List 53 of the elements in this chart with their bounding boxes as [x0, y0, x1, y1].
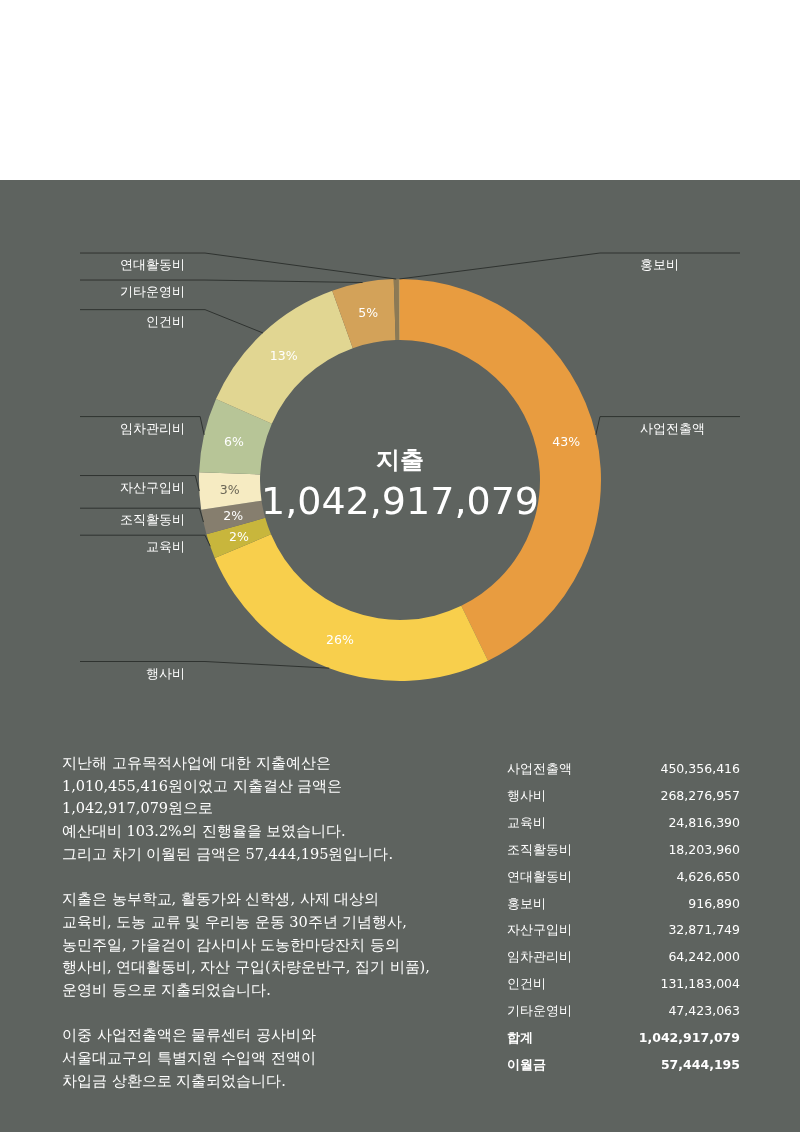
text: 131,183,004 — [660, 976, 740, 992]
donut-slice — [214, 534, 489, 681]
donut-slice — [199, 399, 272, 475]
category-label: 자산구입비 — [507, 922, 572, 938]
data-label: 5% — [358, 304, 379, 320]
text: 지출은 농부학교, 활동가와 신학생, 사제 대상의 교육비, 도농 교류 및 우리농 운동 30주년 기념행사, 농민주일, 가을걷이 감사미사 도농한마당잔치 등의 행사비, 연대활동비, 자산 구입(차량운반구, 집기 비품), 운영비 등으로 지출되었습니다. — [62, 891, 430, 998]
slice-label: 교육비 — [146, 539, 185, 555]
slice-label: 기타운영비 — [120, 284, 185, 300]
text: 지출 — [376, 446, 424, 474]
text: 32,871,749 — [668, 922, 740, 938]
donut-slice — [199, 472, 262, 510]
slice-label: 홍보비 — [640, 257, 679, 272]
donut-slice — [393, 279, 400, 341]
slice-label: 자산구입비 — [120, 479, 185, 495]
text: 이중 사업전출액은 물류센터 공사비와 서울대교구의 특별지원 수입액 전액이 차입금 상환으로 지출되었습니다. — [62, 1027, 316, 1089]
data-label: 3% — [219, 481, 240, 497]
slice-label: 행사비 — [146, 665, 185, 681]
text: 450,356,416 — [660, 761, 740, 776]
data-label: 6% — [223, 434, 244, 450]
text: 47,423,063 — [668, 1003, 740, 1019]
category-label: 임차관리비 — [507, 949, 572, 965]
category-label: 사업전출액 — [507, 761, 572, 776]
text: 24,816,390 — [668, 814, 740, 830]
text: 18,203,960 — [668, 841, 740, 857]
donut-slice — [216, 290, 353, 424]
text: 268,276,957 — [660, 787, 740, 803]
slice-label: 조직활동비 — [120, 512, 185, 528]
text: 916,890 — [688, 895, 740, 911]
text: 4,626,650 — [676, 868, 740, 884]
category-label: 조직활동비 — [507, 841, 572, 857]
slice-label: 임차관리비 — [120, 420, 185, 436]
category-label: 연대활동비 — [507, 868, 572, 884]
category-label: 인건비 — [507, 976, 546, 992]
text: 1,042,917,079 — [260, 479, 540, 523]
category-label: 이월금 — [507, 1056, 546, 1072]
category-label: 행사비 — [507, 787, 546, 803]
slice-label: 연대활동비 — [120, 257, 185, 273]
donut-slice — [332, 279, 396, 349]
text: 57,444,195 — [660, 1056, 740, 1072]
data-label: 43% — [552, 434, 581, 450]
category-label: 기타운영비 — [507, 1003, 572, 1019]
text: 1,042,917,079 — [638, 1030, 740, 1045]
category-label: 홍보비 — [507, 895, 546, 911]
slice-label: 사업전출액 — [640, 420, 705, 436]
data-label: 2% — [229, 528, 250, 544]
data-label: 2% — [223, 508, 244, 524]
text: 64,242,000 — [668, 949, 740, 965]
data-label: 13% — [269, 347, 298, 363]
category-label: 교육비 — [507, 814, 546, 830]
category-label: 합계 — [507, 1030, 533, 1045]
slice-label: 인건비 — [146, 313, 185, 329]
data-label: 26% — [326, 631, 355, 647]
text: 지난해 고유목적사업에 대한 지출예산은 1,010,455,416원이었고 지출결산 금액은 1,042,917,079원으로 예산대비 103.2%의 진행율을 보였습니다. 그리고 차기 이월된 금액은 57,444,195원입니다. — [62, 755, 394, 862]
